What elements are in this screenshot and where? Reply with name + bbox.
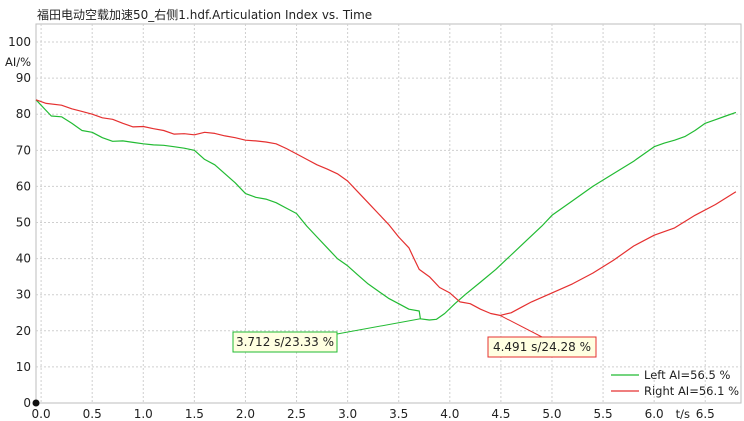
chart-title: 福田电动空载加速50_右侧1.hdf.Articulation Index vs…: [37, 8, 373, 22]
x-tick-label: 5.5: [594, 407, 613, 421]
x-tick-label: 3.0: [338, 407, 357, 421]
y-tick-label: 60: [16, 179, 31, 193]
x-tick-label: 3.5: [389, 407, 408, 421]
origin-marker: [32, 399, 40, 407]
x-tick-label: 5.0: [542, 407, 561, 421]
x-tick-label: 6.0: [645, 407, 664, 421]
x-tick-label: 4.5: [491, 407, 510, 421]
x-tick-label: 2.0: [236, 407, 255, 421]
y-tick-label: 50: [16, 216, 31, 230]
y-tick-label: 0: [23, 396, 31, 410]
x-tick-label: 2.5: [287, 407, 306, 421]
annotation-label: 3.712 s/23.33 %: [236, 335, 334, 349]
annotation-label: 4.491 s/24.28 %: [493, 340, 591, 354]
annotation-box: [232, 331, 338, 353]
plot-frame: [35, 23, 742, 404]
annotation-leader: [336, 318, 421, 335]
y-tick-label: 30: [16, 288, 31, 302]
legend-entry: Right AI=56.1 %: [644, 384, 739, 398]
y-tick-label: 40: [16, 252, 31, 266]
x-tick-label: 6.5: [696, 407, 715, 421]
y-tick-label: 80: [16, 107, 31, 121]
y-axis-label: AI/%: [5, 55, 31, 69]
legend-entry: Left AI=56.5 %: [644, 368, 730, 382]
x-tick-label: 1.5: [185, 407, 204, 421]
x-tick-label: 1.0: [134, 407, 153, 421]
y-tick-label: 100: [8, 35, 31, 49]
series-line-1: [35, 99, 737, 316]
y-tick-label: 10: [16, 360, 31, 374]
y-tick-label: 20: [16, 324, 31, 338]
x-tick-label: 4.0: [440, 407, 459, 421]
annotation-leader: [499, 314, 543, 338]
y-tick-label: 90: [16, 71, 31, 85]
x-axis-label: t/s: [676, 407, 690, 421]
y-tick-label: 70: [16, 143, 31, 157]
x-tick-label: 0.0: [32, 407, 51, 421]
x-tick-label: 0.5: [83, 407, 102, 421]
series-line-0: [35, 99, 737, 321]
annotation-box: [487, 336, 597, 358]
